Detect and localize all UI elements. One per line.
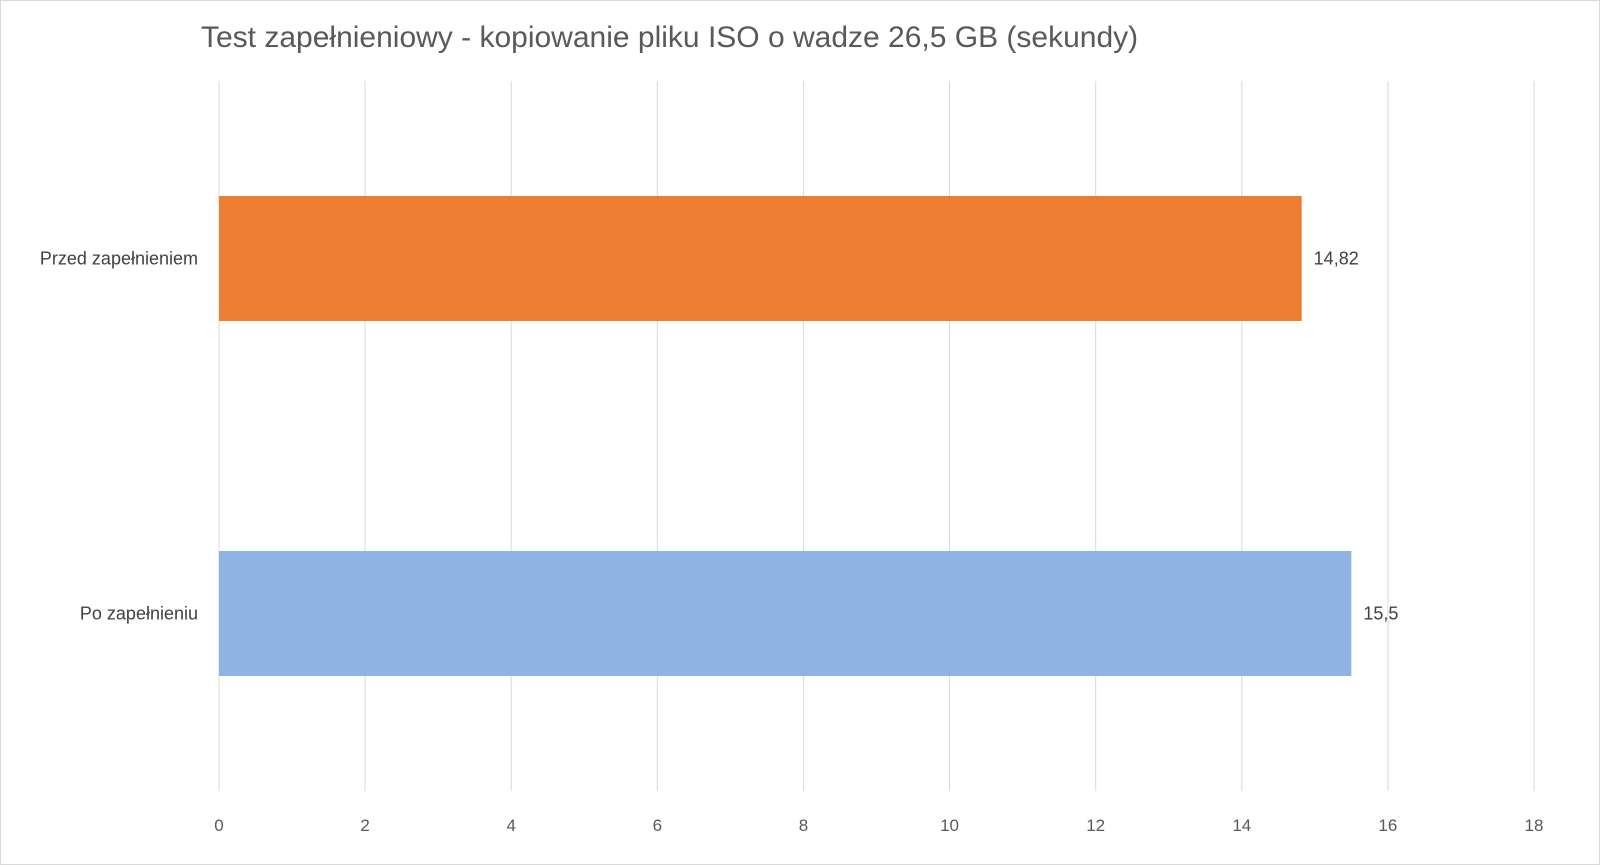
x-tick-label: 10 [940, 816, 959, 835]
gridlines [218, 81, 1535, 791]
category-label: Po zapełnieniu [80, 604, 198, 624]
data-label: 14,82 [1314, 249, 1359, 269]
x-tick-label: 12 [1086, 816, 1105, 835]
x-tick-label: 14 [1232, 816, 1251, 835]
x-tick-label: 4 [506, 816, 515, 835]
data-label: 15,5 [1363, 604, 1398, 624]
chart-title: Test zapełnieniowy - kopiowanie pliku IS… [201, 21, 1138, 54]
x-tick-label: 2 [360, 816, 369, 835]
x-axis-ticks: 0 2 4 6 8 10 12 14 16 18 [214, 816, 1543, 835]
bars [219, 196, 1352, 676]
bar [219, 551, 1352, 676]
category-labels: Przed zapełnieniem Po zapełnieniu [40, 249, 198, 624]
x-tick-label: 0 [214, 816, 223, 835]
x-tick-label: 6 [653, 816, 662, 835]
category-label: Przed zapełnieniem [40, 249, 198, 269]
data-labels: 14,82 15,5 [1314, 249, 1399, 624]
bar [219, 196, 1302, 321]
x-tick-label: 16 [1378, 816, 1397, 835]
x-tick-label: 18 [1525, 816, 1544, 835]
x-tick-label: 8 [799, 816, 808, 835]
